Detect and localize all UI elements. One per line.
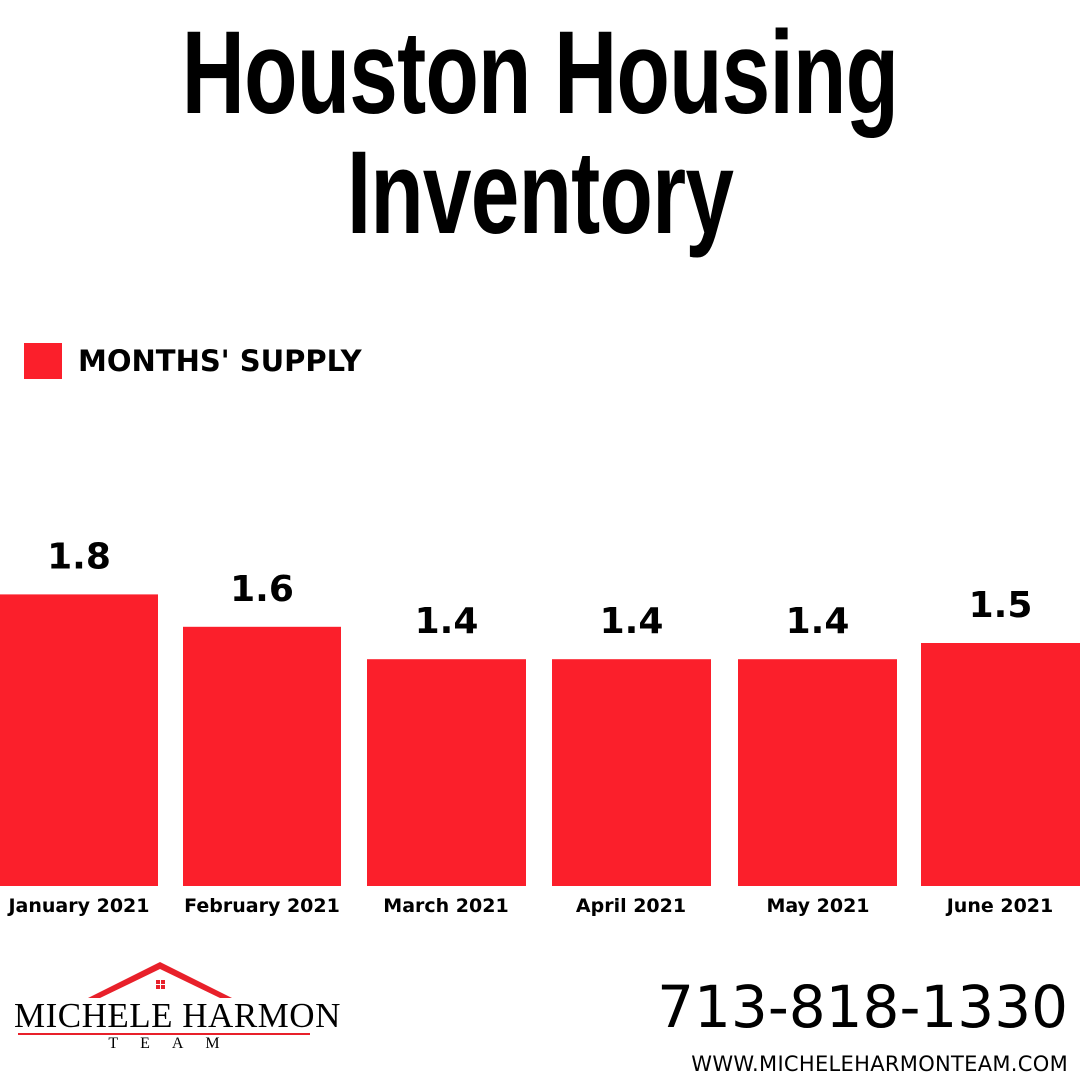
data-label-1: 1.8 bbox=[47, 536, 111, 577]
chart-title-line-2: Inventory bbox=[346, 127, 734, 259]
logo-subtitle: TEAM bbox=[108, 1035, 242, 1052]
company-logo: MICHELE HARMON TEAM bbox=[14, 958, 341, 1058]
bar-5 bbox=[738, 659, 897, 886]
data-label-2: 1.6 bbox=[230, 569, 294, 610]
chart-title-line-1: Houston Housing bbox=[181, 7, 899, 139]
legend-swatch bbox=[24, 343, 62, 379]
bar-4 bbox=[552, 659, 711, 886]
bar-1 bbox=[0, 594, 158, 886]
roof-icon bbox=[18, 962, 310, 1035]
category-label-3: March 2021 bbox=[383, 895, 508, 917]
chart-title: Houston Housing Inventory bbox=[140, 14, 939, 254]
website-url: WWW.MICHELEHARMONTEAM.COM bbox=[691, 1052, 1068, 1076]
category-label-4: April 2021 bbox=[576, 895, 686, 917]
category-label-6: June 2021 bbox=[945, 895, 1054, 917]
bar-3 bbox=[367, 659, 526, 886]
phone-number: 713-818-1330 bbox=[657, 973, 1068, 1041]
legend-label: MONTHS' SUPPLY bbox=[78, 344, 362, 378]
category-label-1: January 2021 bbox=[6, 895, 149, 917]
category-label-5: May 2021 bbox=[766, 895, 869, 917]
data-label-3: 1.4 bbox=[415, 601, 479, 642]
bar-6 bbox=[921, 643, 1080, 886]
bar-2 bbox=[183, 626, 341, 886]
category-label-2: February 2021 bbox=[184, 895, 340, 917]
data-label-5: 1.4 bbox=[786, 601, 850, 642]
data-label-6: 1.5 bbox=[969, 585, 1033, 626]
chart-legend: MONTHS' SUPPLY bbox=[24, 343, 362, 379]
data-label-4: 1.4 bbox=[600, 601, 664, 642]
logo-name: MICHELE HARMON bbox=[14, 996, 341, 1035]
